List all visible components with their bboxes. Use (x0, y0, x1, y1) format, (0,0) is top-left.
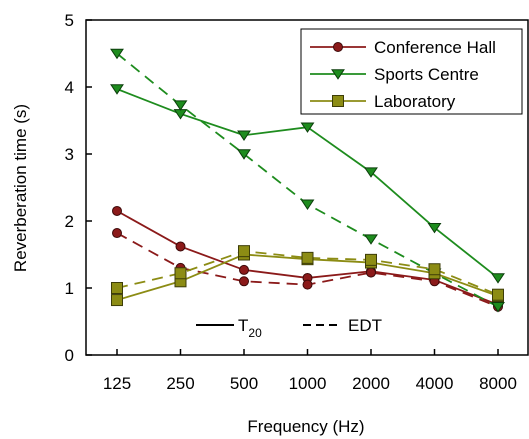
sports-centre-t20-point (427, 223, 442, 234)
y-tick-label: 3 (65, 145, 74, 164)
y-tick-label: 1 (65, 279, 74, 298)
laboratory-t20-point (111, 294, 123, 307)
y-tick-label: 4 (65, 78, 74, 97)
sports-centre-edt-point (110, 48, 124, 60)
sports-centre-t20-point (300, 122, 315, 133)
conference-hall-edt-point (366, 267, 376, 278)
sports-centre-edt-point (491, 302, 505, 313)
sports-centre-t20-point (173, 109, 188, 120)
x-tick-label: 125 (103, 374, 131, 393)
conference-hall-t20-point (175, 241, 186, 252)
series-layer (110, 48, 505, 313)
sports-centre-edt-point (173, 100, 188, 111)
sports-centre-t20-point (364, 167, 378, 178)
conference-hall-edt-point (239, 276, 249, 287)
laboratory-edt-point (365, 253, 377, 266)
x-tick-label: 4000 (416, 374, 454, 393)
x-tick-label: 1000 (289, 374, 327, 393)
legend-marker-laboratory (332, 95, 344, 107)
x-tick-label: 250 (166, 374, 194, 393)
sports-centre-t20-point (491, 273, 505, 284)
series-laboratory (111, 245, 504, 307)
laboratory-edt-point (492, 288, 504, 301)
sports-centre-edt-point (237, 149, 251, 160)
x-axis-title: Frequency (Hz) (247, 417, 364, 436)
axes: 0 1 2 3 4 5 125 250 500 1000 2000 4000 8000 (65, 11, 529, 393)
x-tick-label: 8000 (479, 374, 517, 393)
legend-marker-conference-hall (333, 42, 343, 52)
y-tick-label: 5 (65, 11, 74, 30)
sports-centre-t20-point (110, 84, 124, 95)
x-tick-label: 2000 (352, 374, 390, 393)
dashed-key-label: EDT (348, 316, 382, 335)
laboratory-edt-point (111, 282, 123, 294)
line-style-key: T20 EDT (196, 316, 382, 340)
conference-hall-t20-point (112, 205, 122, 216)
laboratory-edt-point (174, 267, 187, 280)
conference-hall-edt-point (112, 228, 122, 239)
conference-hall-edt-line (116, 232, 499, 308)
conference-hall-edt-point (302, 279, 313, 290)
x-tick-label: 500 (230, 374, 258, 393)
sports-centre-t20-point (237, 130, 251, 141)
laboratory-edt-point (238, 245, 250, 258)
solid-key-label: T20 (238, 316, 262, 340)
legend-label-laboratory: Laboratory (374, 92, 456, 111)
sports-centre-t20-line (116, 88, 499, 279)
conference-hall-t20-point (239, 264, 249, 275)
sports-centre-edt-point (364, 234, 378, 245)
y-tick-label: 2 (65, 212, 74, 231)
solid-key-subscript: 20 (248, 326, 262, 340)
legend-marker-sports-centre (331, 69, 345, 80)
sports-centre-edt-point (300, 199, 315, 210)
legend-label-conference-hall: Conference Hall (374, 38, 496, 57)
legend-label-sports-centre: Sports Centre (374, 65, 479, 84)
y-tick-label: 0 (65, 346, 74, 365)
y-axis-title: Reverberation time (s) (11, 104, 30, 272)
laboratory-edt-point (301, 251, 314, 264)
laboratory-edt-point (428, 263, 441, 276)
legend: Conference Hall Sports Centre Laboratory (300, 28, 523, 115)
